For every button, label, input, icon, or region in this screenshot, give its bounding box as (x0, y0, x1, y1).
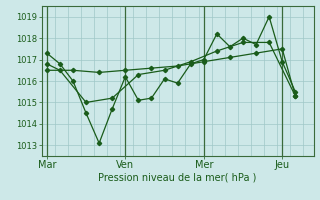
X-axis label: Pression niveau de la mer( hPa ): Pression niveau de la mer( hPa ) (99, 173, 257, 183)
